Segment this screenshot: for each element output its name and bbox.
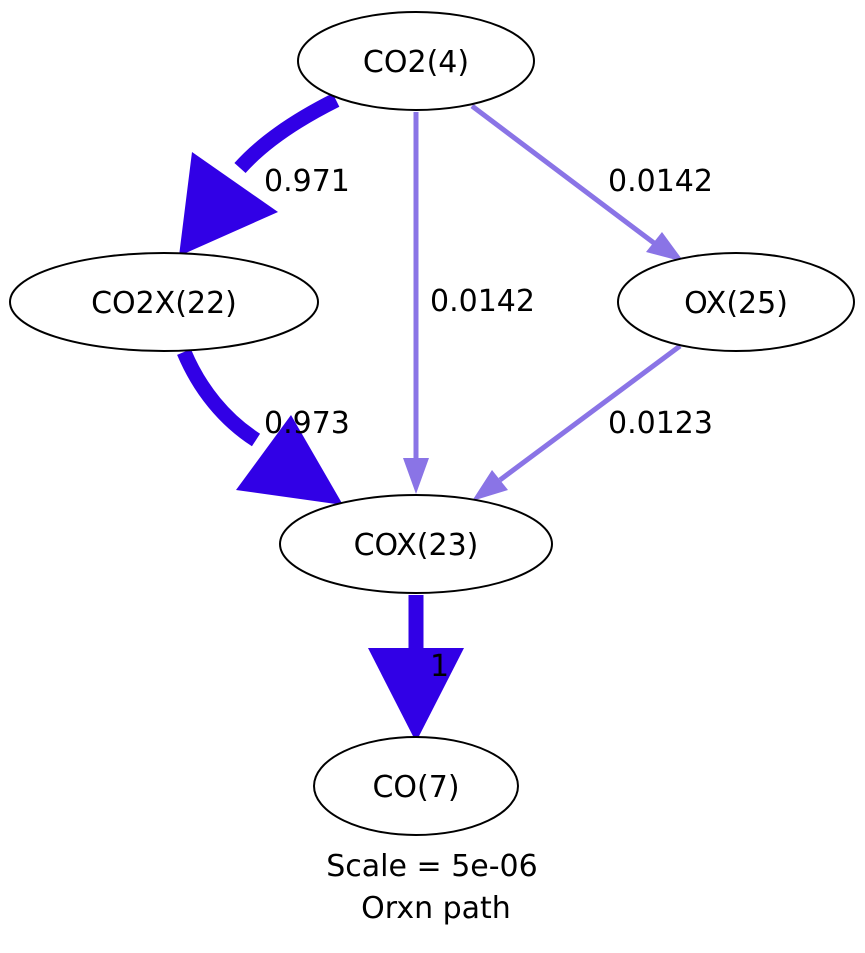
node-label: CO(7) xyxy=(372,770,459,805)
edge-arrowhead xyxy=(368,648,464,742)
edge-arrowhead xyxy=(236,415,343,505)
edge-arrowhead xyxy=(179,152,278,256)
edge-co2-to-cox: 0.0142 xyxy=(403,112,535,494)
edge-line xyxy=(177,349,261,447)
edge-label: 1 xyxy=(430,649,449,684)
node-label: COX(23) xyxy=(354,528,479,563)
edge-label: 0.973 xyxy=(264,406,350,441)
edge-cox-to-co: 1 xyxy=(368,595,464,742)
node-co: CO(7) xyxy=(313,736,519,836)
edge-label: 0.0142 xyxy=(430,284,535,319)
node-ellipse xyxy=(279,494,553,594)
edge-co2x-to-cox: 0.973 xyxy=(177,349,350,505)
node-ellipse xyxy=(617,252,855,352)
caption-title: Orxn path xyxy=(361,891,511,926)
edge-arrowhead xyxy=(472,470,508,501)
edge-label: 0.0142 xyxy=(608,164,713,199)
edge-co2-to-ox: 0.0142 xyxy=(470,104,713,262)
edge-label: 0.0123 xyxy=(608,406,713,441)
node-label: CO2(4) xyxy=(363,45,469,80)
node-cox: COX(23) xyxy=(279,494,553,594)
node-co2x: CO2X(22) xyxy=(9,252,319,352)
edge-arrowhead xyxy=(646,232,684,262)
node-ellipse xyxy=(297,11,535,111)
edge-line xyxy=(470,104,656,245)
node-co2: CO2(4) xyxy=(297,11,535,111)
edge-co2-to-co2x: 0.971 xyxy=(179,93,350,256)
caption-scale: Scale = 5e-06 xyxy=(326,849,537,884)
edge-arrowhead xyxy=(403,458,429,494)
node-ox: OX(25) xyxy=(617,252,855,352)
node-ellipse xyxy=(313,736,519,836)
edge-line xyxy=(234,93,340,174)
node-ellipse xyxy=(9,252,319,352)
node-label: OX(25) xyxy=(684,286,788,321)
edge-line xyxy=(498,343,682,483)
edge-ox-to-cox: 0.0123 xyxy=(472,343,713,501)
edge-label: 0.971 xyxy=(264,164,350,199)
node-label: CO2X(22) xyxy=(91,286,237,321)
